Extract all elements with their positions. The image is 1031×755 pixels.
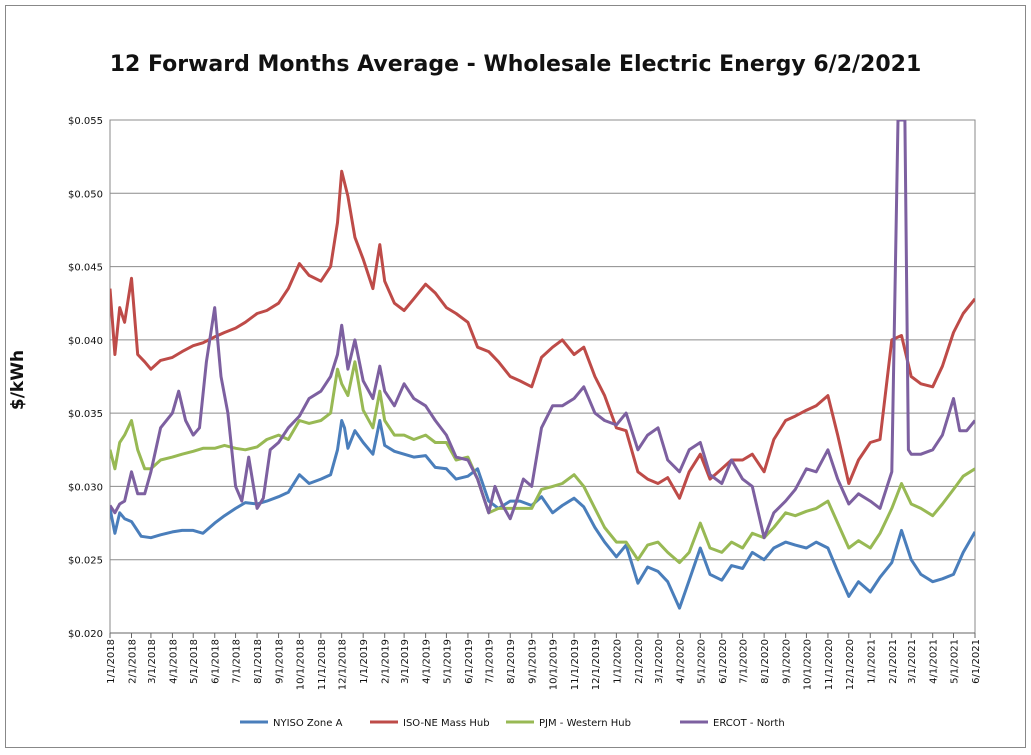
x-tick-label: 9/1/2020 bbox=[782, 639, 793, 684]
y-tick-label: $0.035 bbox=[68, 409, 103, 420]
x-tick-label: 1/1/2018 bbox=[106, 639, 117, 684]
x-tick-label: 10/1/2020 bbox=[802, 639, 813, 690]
y-tick-label: $0.050 bbox=[68, 189, 103, 200]
x-tick-label: 10/1/2019 bbox=[549, 639, 560, 690]
series-line-2 bbox=[110, 169, 975, 500]
x-tick-label: 2/1/2018 bbox=[128, 639, 139, 684]
x-tick-label: 2/1/2020 bbox=[634, 639, 645, 684]
legend-label: ERCOT - North bbox=[713, 718, 785, 729]
x-tick-label: 9/1/2019 bbox=[528, 639, 539, 684]
x-tick-label: 4/1/2021 bbox=[929, 639, 940, 684]
x-tick-label: 4/1/2019 bbox=[422, 639, 433, 684]
x-tick-label: 12/1/2018 bbox=[338, 639, 349, 690]
x-tick-label: 5/1/2019 bbox=[442, 639, 453, 684]
chart-title: 12 Forward Months Average - Wholesale El… bbox=[109, 52, 922, 77]
plot-area bbox=[109, 119, 976, 634]
x-tick-label: 6/1/2019 bbox=[464, 639, 475, 684]
x-tick-label: 2/1/2021 bbox=[888, 639, 899, 684]
x-tick-label: 3/1/2020 bbox=[654, 639, 665, 684]
x-tick-label: 1/1/2021 bbox=[866, 639, 877, 684]
y-tick-label: $0.025 bbox=[68, 556, 103, 567]
x-tick-label: 7/1/2019 bbox=[485, 639, 496, 684]
y-tick-label: $0.045 bbox=[68, 263, 103, 274]
x-tick-label: 8/1/2018 bbox=[253, 639, 264, 684]
y-tick-label: $0.020 bbox=[68, 629, 103, 640]
series-line-4 bbox=[110, 120, 975, 540]
x-tick-label: 5/1/2021 bbox=[949, 639, 960, 684]
legend-label: NYISO Zone A bbox=[273, 718, 343, 729]
x-tick-label: 10/1/2018 bbox=[295, 639, 306, 690]
x-tick-label: 11/1/2019 bbox=[570, 639, 581, 690]
y-tick-label: $0.030 bbox=[68, 482, 103, 493]
x-tick-label: 12/1/2019 bbox=[591, 639, 602, 690]
x-tick-label: 12/1/2020 bbox=[845, 639, 856, 690]
x-tick-label: 2/1/2019 bbox=[381, 639, 392, 684]
x-tick-label: 3/1/2019 bbox=[400, 639, 411, 684]
x-tick-label: 9/1/2018 bbox=[275, 639, 286, 684]
x-tick-label: 11/1/2018 bbox=[317, 639, 328, 690]
y-tick-label: $0.055 bbox=[68, 116, 103, 127]
series-line-1 bbox=[110, 419, 975, 610]
x-tick-label: 1/1/2020 bbox=[612, 639, 623, 684]
x-tick-label: 6/1/2020 bbox=[718, 639, 729, 684]
x-tick-label: 6/1/2021 bbox=[971, 639, 982, 684]
y-tick-label: $0.040 bbox=[68, 336, 103, 347]
x-tick-label: 5/1/2020 bbox=[696, 639, 707, 684]
x-tick-label: 4/1/2018 bbox=[168, 639, 179, 684]
legend-label: PJM - Western Hub bbox=[539, 718, 631, 729]
x-tick-label: 7/1/2018 bbox=[232, 639, 243, 684]
x-tick-label: 3/1/2021 bbox=[907, 639, 918, 684]
x-tick-label: 8/1/2019 bbox=[506, 639, 517, 684]
legend-label: ISO-NE Mass Hub bbox=[403, 718, 490, 729]
x-tick-label: 8/1/2020 bbox=[760, 639, 771, 684]
x-tick-label: 6/1/2018 bbox=[211, 639, 222, 684]
x-tick-label: 1/1/2019 bbox=[359, 639, 370, 684]
x-tick-label: 7/1/2020 bbox=[739, 639, 750, 684]
x-tick-label: 4/1/2020 bbox=[675, 639, 686, 684]
x-tick-label: 11/1/2020 bbox=[824, 639, 835, 690]
x-tick-label: 3/1/2018 bbox=[147, 639, 158, 684]
x-tick-label: 5/1/2018 bbox=[189, 639, 200, 684]
